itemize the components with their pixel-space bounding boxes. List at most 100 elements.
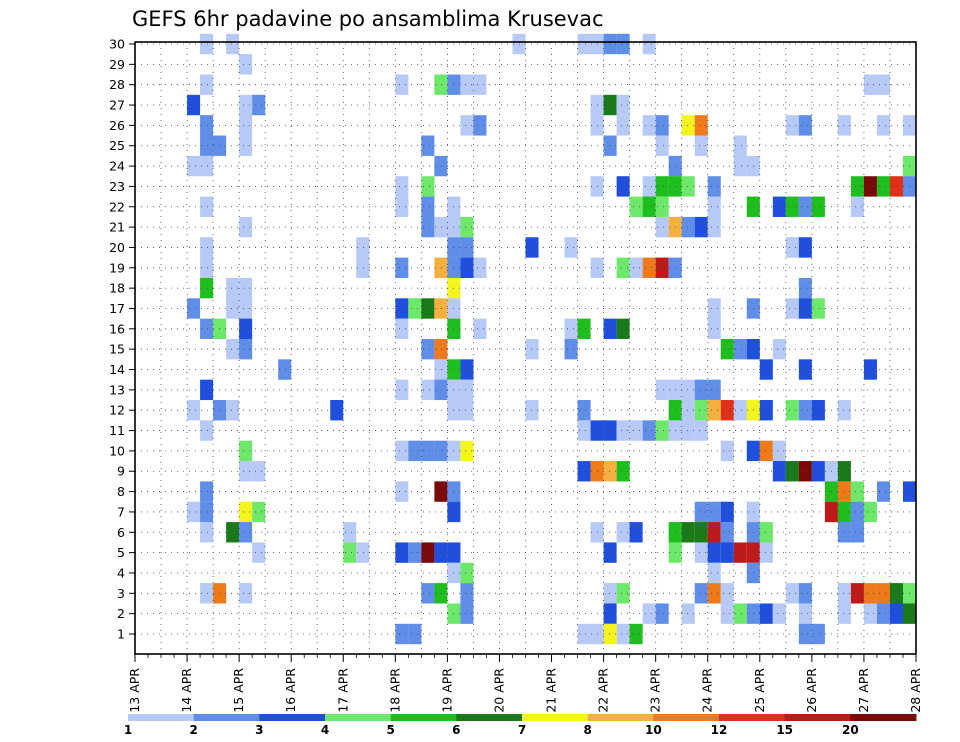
- heatmap-cell: [694, 216, 708, 238]
- legend-swatch: [193, 714, 260, 721]
- heatmap-cell: [239, 501, 253, 523]
- heatmap-cell: [733, 155, 747, 177]
- heatmap-cell: [811, 461, 825, 482]
- heatmap-cell: [239, 94, 253, 116]
- y-tick-label: 7: [117, 504, 125, 519]
- heatmap-cell: [200, 257, 214, 278]
- heatmap-cell: [837, 461, 851, 482]
- heatmap-cell: [577, 33, 591, 55]
- heatmap-cell: [642, 257, 656, 278]
- y-tick-label: 23: [109, 179, 125, 194]
- legend-swatch: [653, 714, 720, 721]
- heatmap-cell: [785, 115, 799, 136]
- y-tick-label: 26: [109, 118, 125, 133]
- heatmap-cell: [460, 562, 474, 584]
- heatmap-cell: [863, 501, 877, 523]
- heatmap-cell: [603, 603, 617, 624]
- heatmap-cell: [356, 257, 370, 278]
- heatmap-cell: [239, 277, 253, 299]
- heatmap-cell: [707, 501, 721, 523]
- heatmap-cell: [577, 420, 591, 441]
- heatmap-cell: [395, 176, 409, 197]
- heatmap-cell: [577, 400, 591, 421]
- heatmap-cell: [421, 298, 435, 319]
- heatmap-cell: [694, 135, 708, 156]
- heatmap-cell: [187, 501, 201, 523]
- heatmap-cell: [239, 318, 253, 340]
- heatmap-cell: [798, 461, 812, 482]
- legend-swatch: [128, 714, 195, 721]
- y-tick-label: 1: [117, 627, 125, 642]
- heatmap-cell: [200, 33, 214, 55]
- heatmap-cell: [811, 196, 825, 217]
- heatmap-cell: [837, 603, 851, 624]
- heatmap-cell: [395, 318, 409, 340]
- heatmap-cell: [421, 216, 435, 238]
- heatmap-cell: [694, 542, 708, 563]
- heatmap-cell: [252, 94, 266, 116]
- heatmap-cell: [278, 359, 292, 380]
- legend-label: 7: [518, 723, 526, 737]
- heatmap-cell: [239, 583, 253, 604]
- heatmap-cell: [460, 603, 474, 624]
- y-tick-label: 29: [109, 57, 125, 72]
- heatmap-cell: [876, 74, 890, 95]
- heatmap-cell: [460, 440, 474, 462]
- heatmap-cell: [226, 400, 240, 421]
- heatmap-cell: [798, 400, 812, 421]
- heatmap-cell: [772, 440, 786, 462]
- heatmap-cell: [889, 176, 903, 197]
- heatmap-cell: [408, 440, 422, 462]
- heatmap-cell: [239, 115, 253, 136]
- heatmap-cell: [811, 298, 825, 319]
- heatmap-cell: [707, 522, 721, 543]
- legend-label: 6: [452, 723, 460, 737]
- y-tick-label: 21: [109, 220, 125, 235]
- heatmap-cell: [720, 603, 734, 624]
- color-legend: 1 2 3 4 5 6 7 8 10 12 15 20: [124, 714, 917, 737]
- heatmap-cell: [200, 379, 214, 401]
- x-tick-label: 20 APR: [491, 668, 506, 713]
- heatmap-cell: [759, 542, 773, 563]
- heatmap-cell: [434, 257, 448, 278]
- heatmap-cell: [707, 400, 721, 421]
- heatmap-cell: [642, 420, 656, 441]
- heatmap-cell: [798, 237, 812, 258]
- heatmap-cell: [863, 583, 877, 604]
- heatmap-cell: [577, 318, 591, 340]
- heatmap-cell: [616, 33, 630, 55]
- heatmap-cell: [850, 522, 864, 543]
- legend-label: 5: [386, 723, 394, 737]
- y-tick-label: 2: [117, 606, 125, 621]
- chart-title: GEFS 6hr padavine po ansamblima Krusevac: [132, 7, 604, 31]
- heatmap-cell: [200, 135, 214, 156]
- legend-label: 12: [711, 723, 728, 737]
- heatmap-cell: [720, 501, 734, 523]
- heatmap-cell: [655, 379, 669, 401]
- heatmap-cell: [811, 623, 825, 645]
- legend-swatch: [522, 714, 589, 721]
- heatmap-cell: [434, 542, 448, 563]
- heatmap-cell: [681, 216, 695, 238]
- x-tick-label: 14 APR: [179, 668, 194, 713]
- heatmap-cell: [239, 54, 253, 75]
- heatmap-cell: [408, 542, 422, 563]
- heatmap-cell: [200, 501, 214, 523]
- y-tick-label: 18: [109, 281, 125, 296]
- heatmap-cell: [876, 115, 890, 136]
- heatmap-cell: [616, 318, 630, 340]
- heatmap-cell: [603, 623, 617, 645]
- legend-swatch: [456, 714, 523, 721]
- heatmap-cell: [408, 623, 422, 645]
- legend-swatch: [784, 714, 851, 721]
- heatmap-cell: [356, 542, 370, 563]
- heatmap-cell: [434, 155, 448, 177]
- heatmap-cell: [707, 542, 721, 563]
- heatmap-cell: [239, 440, 253, 462]
- y-tick-label: 17: [109, 301, 125, 316]
- heatmap-cell: [798, 115, 812, 136]
- heatmap-cell: [226, 522, 240, 543]
- heatmap-cell: [720, 400, 734, 421]
- heatmap-cell: [473, 318, 487, 340]
- y-tick-label: 27: [109, 98, 125, 113]
